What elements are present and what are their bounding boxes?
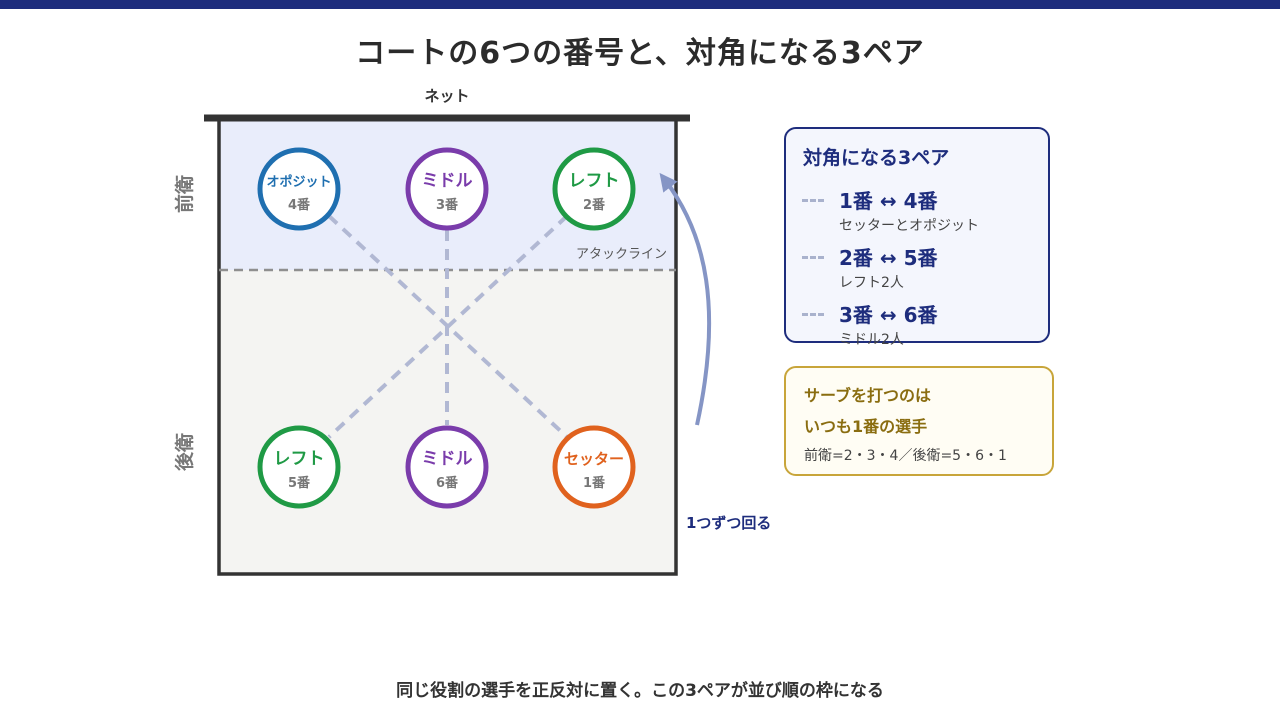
pair-dash-icon <box>802 256 824 259</box>
bottom-caption: 同じ役割の選手を正反対に置く。この3ペアが並び順の枠になる <box>396 681 884 701</box>
pair-label: 2番 ↔ 5番 <box>839 246 938 270</box>
back-row-label: 後衛 <box>173 433 196 471</box>
player-p4: オポジット 4番 <box>257 147 341 231</box>
pair-desc: セッターとオポジット <box>839 218 979 234</box>
front-row-label: 前衛 <box>173 175 196 213</box>
serve-line-1: サーブを打つのは <box>804 386 932 405</box>
player-role: レフト <box>274 449 325 469</box>
player-p6: ミドル 6番 <box>405 425 489 509</box>
player-number: 2番 <box>583 197 606 213</box>
player-circle <box>257 425 341 509</box>
player-number: 5番 <box>288 475 311 491</box>
top-accent-bar <box>0 0 1280 9</box>
net-label: ネット <box>424 87 469 105</box>
player-circle <box>552 425 636 509</box>
player-role: ミドル <box>422 449 473 469</box>
pair-desc: ミドル2人 <box>839 332 904 348</box>
pair-dash-icon <box>802 313 824 316</box>
player-circle <box>405 147 489 231</box>
serve-line-2: いつも1番の選手 <box>804 417 928 436</box>
player-circle <box>552 147 636 231</box>
player-circle <box>257 147 341 231</box>
page-title: コートの6つの番号と、対角になる3ペア <box>355 36 925 71</box>
pair-desc: レフト2人 <box>839 275 904 291</box>
player-role: オポジット <box>266 174 331 190</box>
player-p3: ミドル 3番 <box>405 147 489 231</box>
player-p1: セッター 1番 <box>552 425 636 509</box>
serve-note: 前衛=2・3・4／後衛=5・6・1 <box>804 448 1007 464</box>
pair-label: 3番 ↔ 6番 <box>839 303 938 327</box>
rotation-arrow <box>659 172 712 426</box>
rotation-label: 1つずつ回る <box>686 514 771 532</box>
player-role: レフト <box>569 171 620 191</box>
attack-line-label: アタックライン <box>576 247 667 262</box>
player-number: 4番 <box>288 197 311 213</box>
player-p5: レフト 5番 <box>257 425 341 509</box>
player-number: 3番 <box>436 197 459 213</box>
player-role: セッター <box>564 450 624 468</box>
diagonal-pairs-panel: 対角になる3ペア 1番 ↔ 4番 セッターとオポジット 2番 ↔ 5番 レフト2… <box>784 127 1050 348</box>
player-role: ミドル <box>422 171 473 191</box>
player-number: 1番 <box>583 475 606 491</box>
pair-label: 1番 ↔ 4番 <box>839 189 938 213</box>
pairs-panel-title: 対角になる3ペア <box>803 147 950 169</box>
serve-panel: サーブを打つのは いつも1番の選手 前衛=2・3・4／後衛=5・6・1 <box>784 366 1054 476</box>
player-number: 6番 <box>436 475 459 491</box>
pair-dash-icon <box>802 199 824 202</box>
player-circle <box>405 425 489 509</box>
player-p2: レフト 2番 <box>552 147 636 231</box>
